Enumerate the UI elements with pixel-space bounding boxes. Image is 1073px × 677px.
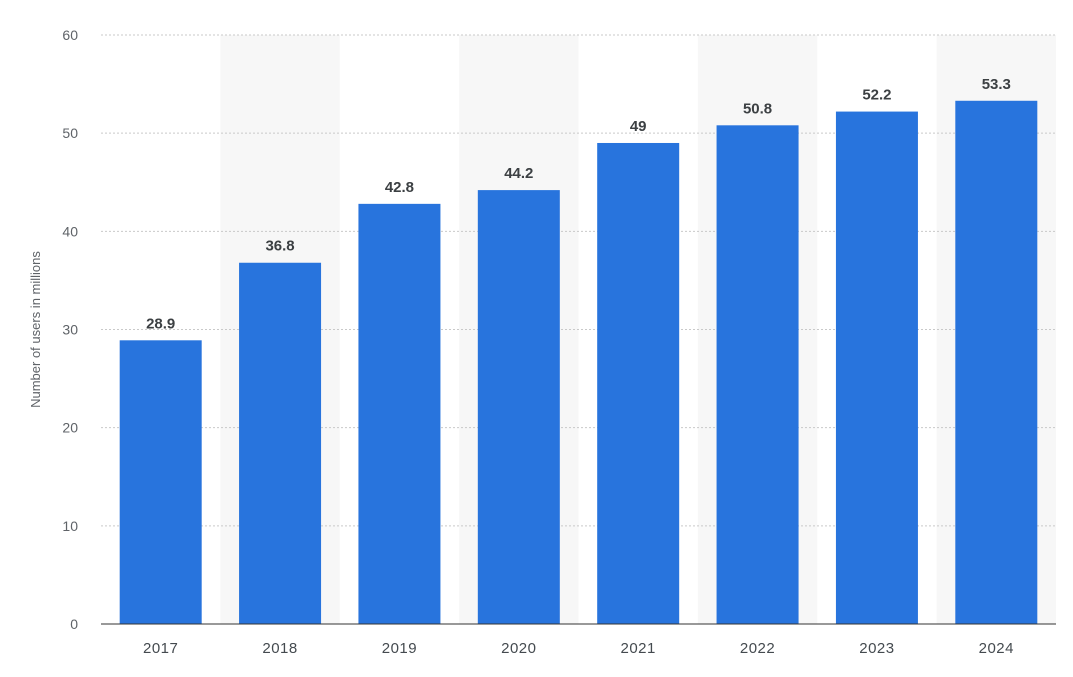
bar: [597, 142, 680, 624]
y-tick-label: 20: [62, 420, 78, 436]
x-tick-label: 2019: [382, 640, 417, 657]
x-axis-ticks: 2017 2018 2019 2020 2021 2022 2023 2024: [143, 640, 1014, 657]
x-tick-label: 2023: [859, 640, 894, 657]
x-tick-label: 2024: [979, 640, 1014, 657]
bar: [835, 111, 918, 624]
y-tick-label: 60: [62, 27, 78, 43]
y-tick-label: 40: [62, 223, 78, 239]
y-tick-label: 50: [62, 125, 78, 141]
bars: [119, 100, 1038, 625]
data-label: 50.8: [743, 100, 772, 117]
y-tick-label: 30: [62, 322, 78, 338]
value-labels: 28.9 36.8 42.8 44.2 49 50.8 52.2 53.3: [146, 76, 1011, 333]
data-label: 49: [630, 118, 647, 135]
x-tick-label: 2021: [621, 640, 656, 657]
data-label: 28.9: [146, 315, 175, 332]
bar: [119, 340, 202, 624]
x-tick-label: 2017: [143, 640, 178, 657]
y-axis-title: Number of users in millions: [28, 251, 43, 408]
x-tick-label: 2020: [501, 640, 536, 657]
data-label: 52.2: [862, 87, 891, 104]
y-axis-ticks: 0 10 20 30 40 50 60: [62, 27, 78, 632]
x-tick-label: 2018: [262, 640, 297, 657]
bar: [477, 190, 560, 624]
bar: [239, 262, 322, 624]
y-tick-label: 10: [62, 518, 78, 534]
y-tick-label: 0: [70, 616, 78, 632]
bar: [358, 203, 441, 624]
gridlines: [101, 34, 1056, 527]
bar: [955, 100, 1038, 624]
data-label: 44.2: [504, 165, 533, 182]
data-label: 42.8: [385, 179, 414, 196]
bar: [716, 125, 799, 625]
data-label: 53.3: [982, 76, 1011, 93]
data-label: 36.8: [265, 238, 294, 255]
x-tick-label: 2022: [740, 640, 775, 657]
